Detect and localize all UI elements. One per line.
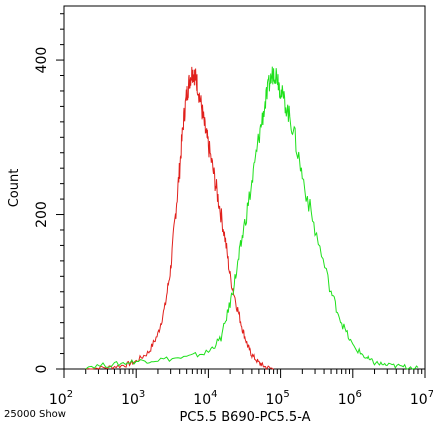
y-tick-label: 200 (34, 201, 50, 228)
x-tick-exponent: 3 (139, 389, 145, 400)
x-tick-exponent: 6 (356, 389, 362, 400)
x-axis: 102 103 104 105 106 107 (49, 369, 433, 408)
x-tick-base: 10 (49, 392, 67, 408)
x-tick-base: 10 (193, 392, 211, 408)
x-tick-exponent: 7 (428, 389, 433, 400)
x-tick-base: 10 (265, 392, 283, 408)
x-tick-label: 103 (121, 389, 145, 408)
x-tick-base: 10 (410, 392, 428, 408)
x-tick-label: 106 (338, 389, 362, 408)
x-tick-exponent: 2 (67, 389, 73, 400)
y-axis: 0 200 400 (34, 13, 64, 374)
series-layer (85, 66, 419, 370)
histogram-series-2 (85, 66, 419, 370)
x-tick-label: 107 (410, 389, 433, 408)
y-tick-label: 0 (34, 365, 50, 374)
x-axis-title: PC5.5 B690-PC5.5-A (179, 410, 310, 425)
x-tick-label: 105 (265, 389, 289, 408)
histogram-series-1 (85, 66, 274, 370)
x-tick-exponent: 4 (211, 389, 217, 400)
y-tick-label: 400 (34, 47, 50, 74)
footer-label: 25000 Show (4, 409, 66, 420)
x-tick-label: 104 (193, 389, 217, 408)
x-tick-label: 102 (49, 389, 73, 408)
plot-frame (63, 5, 426, 370)
y-axis-title: Count (7, 169, 22, 208)
x-tick-base: 10 (121, 392, 139, 408)
x-tick-base: 10 (338, 392, 356, 408)
x-tick-exponent: 5 (283, 389, 289, 400)
